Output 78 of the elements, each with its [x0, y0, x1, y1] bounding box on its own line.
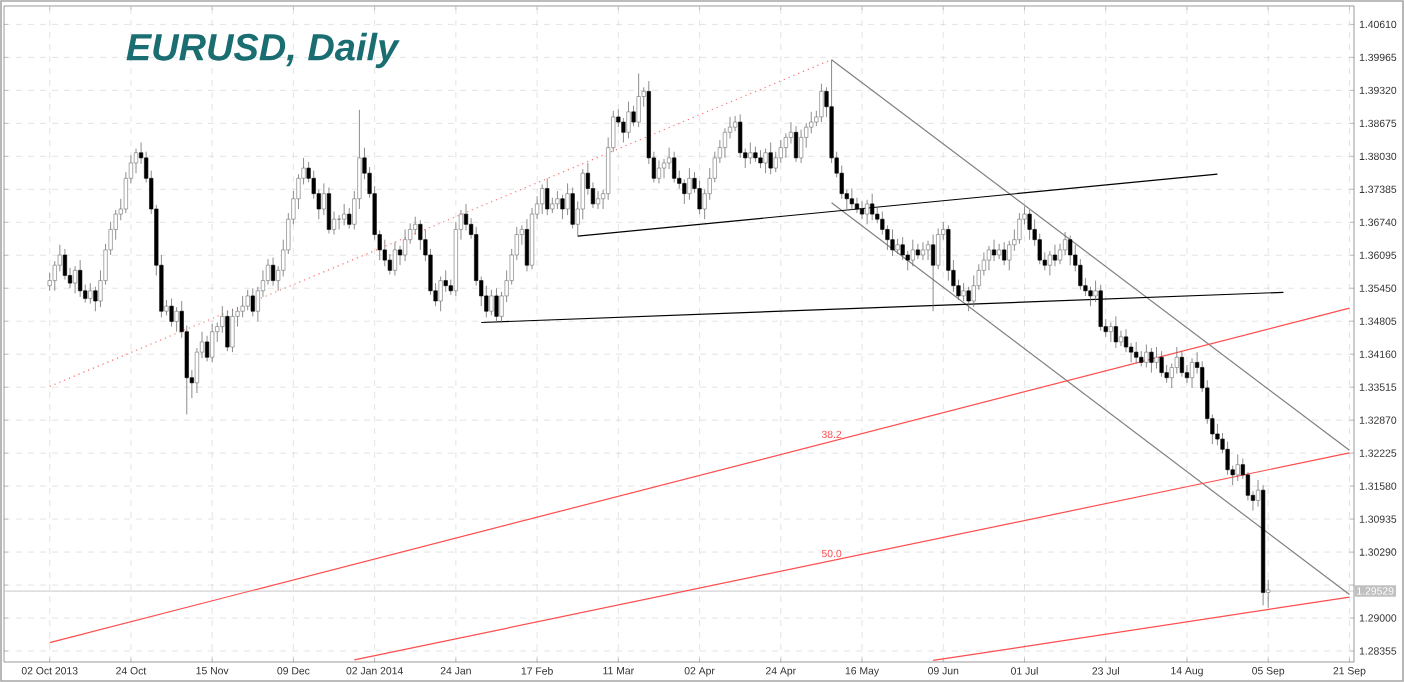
candlestick	[438, 276, 443, 312]
candlestick	[748, 142, 753, 165]
candlestick	[595, 190, 601, 210]
candlestick	[205, 335, 210, 362]
candlestick	[819, 83, 824, 123]
candlestick	[169, 298, 174, 327]
candlestick	[210, 323, 215, 363]
candlestick	[733, 115, 738, 132]
candlestick	[768, 142, 773, 175]
candlestick	[93, 286, 98, 312]
candlestick	[88, 282, 93, 304]
candlestick	[403, 229, 408, 262]
candlestick	[859, 200, 865, 220]
candlestick	[1002, 241, 1007, 266]
candlestick	[1189, 357, 1195, 389]
candlestick	[849, 188, 854, 211]
candlestick	[342, 203, 347, 226]
candlestick	[667, 147, 672, 170]
candlestick	[915, 243, 920, 260]
candlestick	[865, 199, 870, 225]
candlestick	[1215, 423, 1220, 446]
candlestick	[1144, 344, 1149, 368]
candlestick	[986, 245, 992, 271]
candlestick	[250, 287, 255, 317]
candlestick	[697, 180, 702, 215]
candlestick	[220, 305, 225, 334]
candlestick	[854, 197, 860, 214]
candlestick	[245, 289, 250, 311]
candlestick	[326, 187, 332, 234]
text: EURUSD, Daily	[126, 32, 400, 69]
candlestick	[1179, 350, 1184, 378]
candlestick	[545, 177, 550, 216]
candlestick	[230, 308, 235, 353]
candlestick	[1027, 209, 1032, 241]
candlestick	[778, 139, 783, 164]
candlestick	[540, 184, 545, 215]
candlestick	[997, 243, 1002, 260]
candlestick	[78, 259, 83, 298]
candlestick	[890, 229, 895, 257]
candlestick	[1149, 347, 1154, 374]
candlestick	[1068, 235, 1073, 266]
candlestick	[991, 239, 997, 262]
candlestick	[1108, 322, 1113, 343]
candlestick	[1266, 579, 1271, 609]
candlestick	[910, 239, 915, 267]
candlestick	[73, 265, 78, 294]
candlestick	[672, 151, 677, 183]
candlestick	[656, 160, 662, 184]
candlestick	[1063, 231, 1068, 256]
candlestick	[1017, 212, 1022, 245]
candlestick	[626, 101, 631, 139]
candlestick	[1047, 250, 1052, 276]
candlestick	[621, 117, 626, 143]
candlestick	[174, 306, 179, 333]
candlestick	[1093, 280, 1098, 303]
candlestick	[636, 73, 641, 128]
candlestick	[682, 178, 687, 205]
candlestick	[1113, 315, 1118, 349]
candlestick	[687, 167, 692, 201]
candlestick	[337, 214, 342, 230]
candlestick	[489, 289, 494, 316]
candlestick	[225, 309, 230, 352]
candlestick	[570, 187, 575, 229]
candlestick	[1154, 346, 1159, 369]
candlestick	[763, 148, 768, 174]
candlestick	[392, 241, 398, 276]
candlestick	[1052, 244, 1058, 267]
candlestick	[565, 183, 570, 216]
candlestick	[560, 194, 565, 220]
candlestick	[271, 257, 276, 287]
candlestick	[799, 129, 804, 164]
candlestick	[870, 193, 875, 221]
candlestick	[62, 248, 68, 280]
candlestick	[920, 241, 926, 261]
candlestick	[1235, 454, 1240, 482]
candlestick	[1159, 350, 1164, 378]
candlestick	[1134, 341, 1139, 364]
candlestick	[793, 125, 799, 163]
